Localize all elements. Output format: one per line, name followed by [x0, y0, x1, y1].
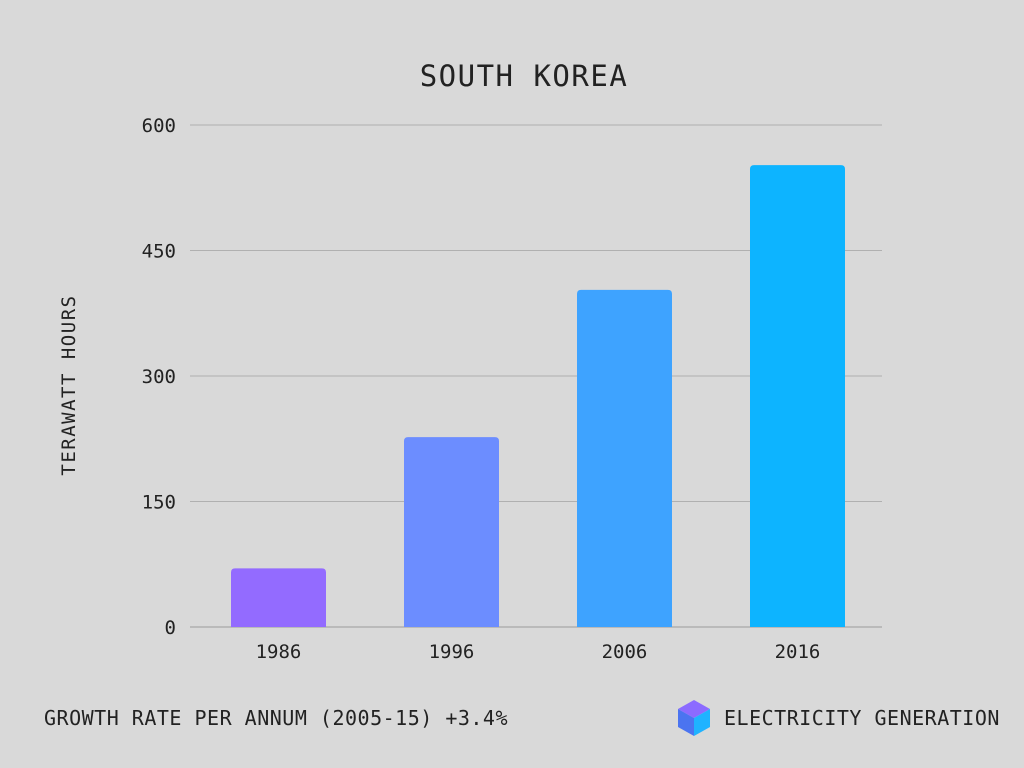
- legend-label: ELECTRICITY GENERATION: [724, 706, 1000, 730]
- x-tick-label-2016: 2016: [775, 641, 821, 663]
- y-tick-labels: 0 150 300 450 600: [142, 115, 176, 639]
- x-tick-label-1996: 1996: [429, 641, 475, 663]
- bar-2016: [750, 165, 845, 627]
- x-tick-label-2006: 2006: [602, 641, 648, 663]
- bar-2006: [577, 289, 672, 627]
- bars: [231, 165, 845, 627]
- y-tick-label: 150: [142, 492, 176, 514]
- y-tick-label: 450: [142, 241, 176, 263]
- y-axis-label: TERAWATT HOURS: [58, 294, 80, 475]
- legend-electricity-generation: ELECTRICITY GENERATION: [676, 698, 1000, 738]
- growth-rate-note: GROWTH RATE PER ANNUM (2005-15) +3.4%: [44, 706, 509, 730]
- y-tick-label: 300: [142, 366, 176, 388]
- x-tick-label-1986: 1986: [256, 641, 302, 663]
- chart-title: SOUTH KOREA: [420, 59, 629, 93]
- y-tick-label: 0: [165, 617, 176, 639]
- bar-1996: [404, 437, 499, 627]
- cube-icon: [678, 700, 710, 736]
- bar-1986: [231, 568, 326, 627]
- x-tick-labels: 1986 1996 2006 2016: [256, 641, 821, 663]
- y-tick-label: 600: [142, 115, 176, 137]
- bar-chart: SOUTH KOREA TERAWATT HOURS 0 150 300 450 600…: [58, 59, 882, 663]
